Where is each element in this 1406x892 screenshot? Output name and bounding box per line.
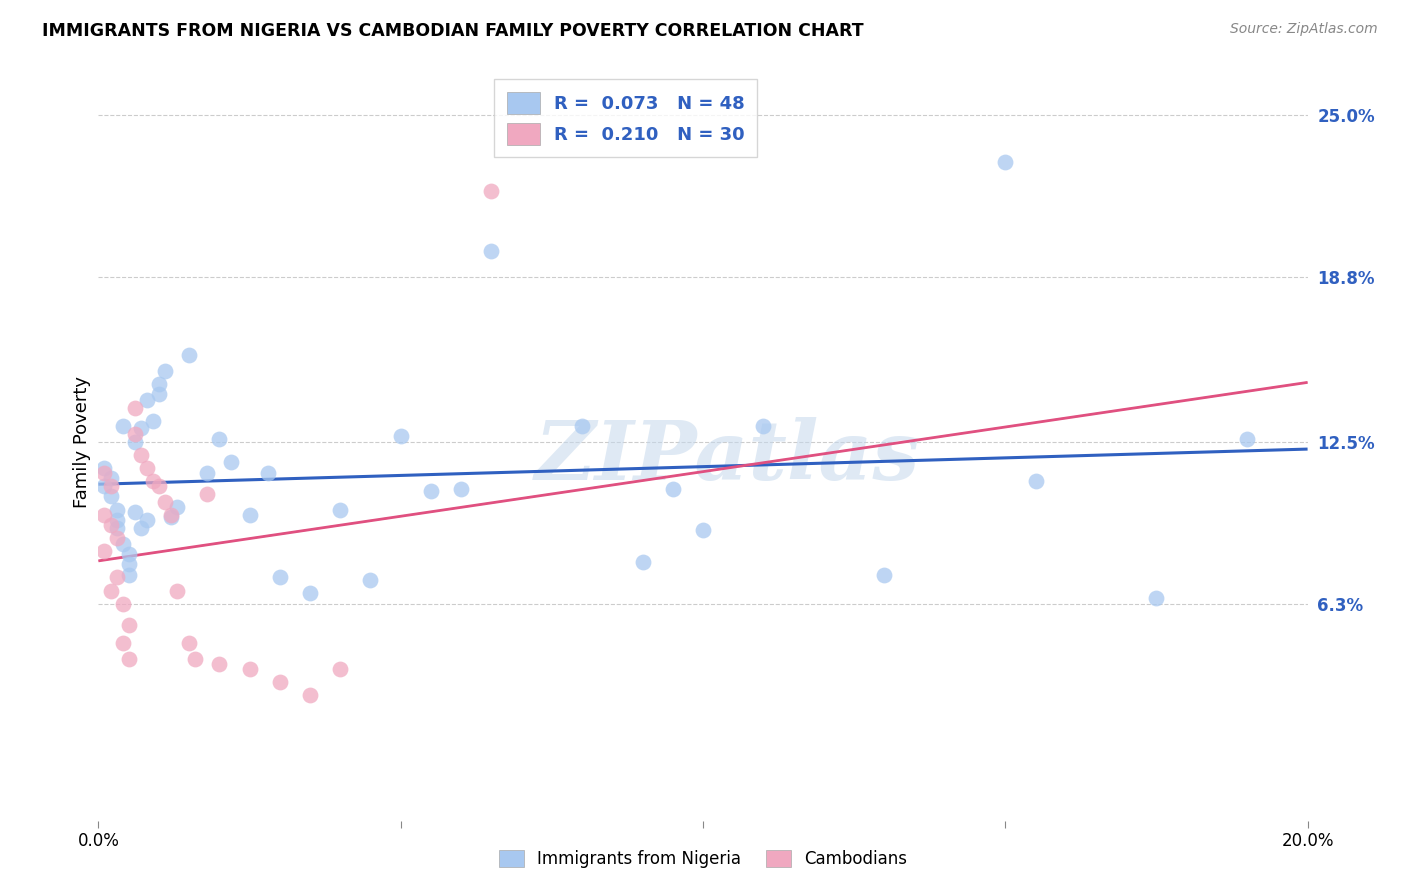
Point: [111, 597, 134, 611]
Point: [111, 418, 134, 433]
Point: [124, 426, 146, 441]
Point: [208, 432, 231, 446]
Point: [105, 513, 128, 527]
Point: [221, 455, 243, 469]
Point: [148, 479, 170, 493]
Point: [93, 508, 115, 522]
Point: [389, 429, 412, 443]
Point: [129, 448, 152, 462]
Point: [420, 484, 443, 499]
Point: [135, 392, 157, 407]
Y-axis label: Family Poverty: Family Poverty: [73, 376, 91, 508]
Point: [100, 479, 122, 493]
Text: IMMIGRANTS FROM NIGERIA VS CAMBODIAN FAMILY POVERTY CORRELATION CHART: IMMIGRANTS FROM NIGERIA VS CAMBODIAN FAM…: [42, 22, 863, 40]
Point: [142, 474, 165, 488]
Point: [571, 418, 593, 433]
Point: [329, 662, 352, 676]
Point: [752, 418, 775, 433]
Point: [100, 490, 122, 504]
Point: [166, 583, 188, 598]
Point: [195, 487, 218, 501]
Point: [148, 377, 170, 392]
Point: [153, 494, 176, 508]
Point: [105, 531, 128, 545]
Point: [118, 651, 141, 665]
Point: [118, 617, 141, 632]
Point: [329, 502, 352, 516]
Legend: Immigrants from Nigeria, Cambodians: Immigrants from Nigeria, Cambodians: [492, 843, 914, 875]
Point: [184, 651, 207, 665]
Point: [105, 502, 128, 516]
Point: [256, 466, 278, 480]
Point: [631, 555, 654, 569]
Point: [111, 636, 134, 650]
Point: [148, 387, 170, 401]
Point: [1024, 474, 1046, 488]
Point: [93, 466, 115, 480]
Point: [692, 524, 714, 538]
Point: [93, 544, 115, 558]
Point: [93, 460, 115, 475]
Point: [195, 466, 218, 480]
Point: [93, 479, 115, 493]
Point: [135, 513, 157, 527]
Point: [105, 521, 128, 535]
Point: [100, 583, 122, 598]
Point: [124, 401, 146, 415]
Point: [129, 521, 152, 535]
Point: [1144, 591, 1167, 606]
Point: [179, 348, 201, 362]
Point: [481, 244, 503, 258]
Point: [111, 536, 134, 550]
Point: [100, 518, 122, 533]
Point: [873, 567, 896, 582]
Point: [299, 586, 322, 600]
Point: [269, 675, 291, 690]
Point: [208, 657, 231, 671]
Point: [450, 482, 472, 496]
Point: [160, 510, 183, 524]
Point: [153, 364, 176, 378]
Point: [118, 567, 141, 582]
Point: [142, 414, 165, 428]
Point: [239, 662, 262, 676]
Point: [360, 573, 382, 587]
Point: [1236, 432, 1258, 446]
Point: [661, 482, 683, 496]
Point: [994, 154, 1017, 169]
Point: [269, 570, 291, 584]
Point: [239, 508, 262, 522]
Point: [100, 471, 122, 485]
Point: [118, 558, 141, 572]
Point: [160, 508, 183, 522]
Point: [135, 460, 157, 475]
Point: [118, 547, 141, 561]
Point: [124, 505, 146, 519]
Point: [166, 500, 188, 514]
Legend: R =  0.073   N = 48, R =  0.210   N = 30: R = 0.073 N = 48, R = 0.210 N = 30: [495, 79, 758, 157]
Point: [129, 421, 152, 435]
Point: [179, 636, 201, 650]
Text: Source: ZipAtlas.com: Source: ZipAtlas.com: [1230, 22, 1378, 37]
Text: ZIPatlas: ZIPatlas: [534, 417, 920, 497]
Point: [124, 434, 146, 449]
Point: [105, 570, 128, 584]
Point: [299, 688, 322, 702]
Point: [481, 184, 503, 198]
